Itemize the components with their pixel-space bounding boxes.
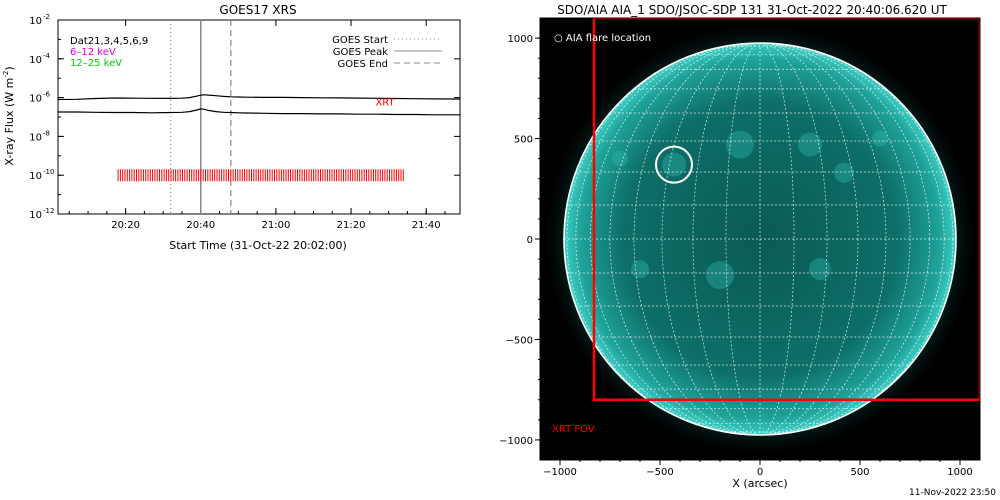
active-region [612,150,628,167]
active-region [798,132,822,157]
longitude-line [725,42,795,436]
goes-ytick-exponent: -2 [43,13,50,21]
aia-ytick-label: 500 [514,135,533,146]
active-region [726,130,754,159]
aia-plot-area: ○ AIA flare location XRT FOV −1000 −500 0 500… [499,17,981,478]
goes-ytick-label: 10 [29,94,42,105]
aia-ytick-label: −1000 [499,436,533,447]
active-region [872,130,888,147]
goes-series-line [57,94,461,101]
goes-ytick-exponent: -8 [43,129,50,137]
goes-channel-label: Dat21,3,4,5,6,9 [70,36,148,47]
goes-ytick-exponent: -6 [43,91,51,99]
goes-title: GOES17 XRS [219,3,296,17]
footer-timestamp: 11-Nov-2022 23:50 [909,488,996,498]
goes-ytick-exponent: -12 [43,207,54,215]
solar-limb [563,42,957,436]
aia-xtick-label: −500 [646,467,673,478]
goes-channel-label: 6–12 keV [70,47,116,58]
longitude-line [575,42,945,436]
goes-legend-label: GOES Peak [333,47,388,58]
active-region [662,152,686,177]
xrt-label: XRT [375,98,395,109]
goes-series-line [58,108,460,116]
xrt-observation-markers [117,169,404,182]
active-region [809,258,831,281]
aia-ytick-label: −500 [506,335,533,346]
goes-xlabel: Start Time (31-Oct-22 20:02:00) [169,239,347,252]
heliographic-grid [563,42,957,436]
goes-ytick-exponent: -10 [43,168,54,176]
goes-channel-label: 12–25 keV [70,58,122,69]
active-region [834,162,854,183]
xrt-fov-label: XRT FOV [552,424,595,435]
aia-xtick-label: 0 [757,467,763,478]
active-region [631,260,649,279]
flare-location-circle [655,145,693,184]
goes-xtick-label: 21:00 [261,220,290,231]
goes-ytick-label: 10 [29,16,42,27]
longitude-line [633,42,887,436]
goes-xtick-label: 21:40 [412,220,441,231]
goes-xtick-label: 21:20 [337,220,366,231]
goes-ytick-exponent: -4 [43,52,51,60]
goes-legend-label: GOES End [338,59,388,70]
flare-location-legend: ○ AIA flare location [554,33,651,44]
aia-xlabel: X (arcsec) [732,477,787,490]
xrt-fov-box [592,18,980,401]
goes-legend-label: GOES Start [332,35,388,46]
aia-xtick-label: 500 [850,467,869,478]
aia-ytick-label: 0 [527,235,533,246]
aia-image-layer [540,18,980,459]
aia-xtick-label: 1000 [947,467,972,478]
goes-ytick-label: 10 [29,55,42,66]
aia-xtick-label: −1000 [543,467,577,478]
aia-ytick-label: 1000 [508,34,533,45]
goes-ytick-label: 10 [29,171,42,182]
goes-ytick-label: 10 [29,210,42,221]
aia-title: SDO/AIA AIA_1 SDO/JSOC-SDP 131 31-Oct-20… [557,3,947,17]
goes-ytick-label: 10 [29,132,42,143]
active-region [706,261,734,290]
goes-xtick-label: 20:20 [111,220,140,231]
goes-xtick-label: 20:40 [186,220,215,231]
longitude-line [589,42,931,436]
goes-ylabel: X-ray Flux (W m-2) [2,66,16,165]
